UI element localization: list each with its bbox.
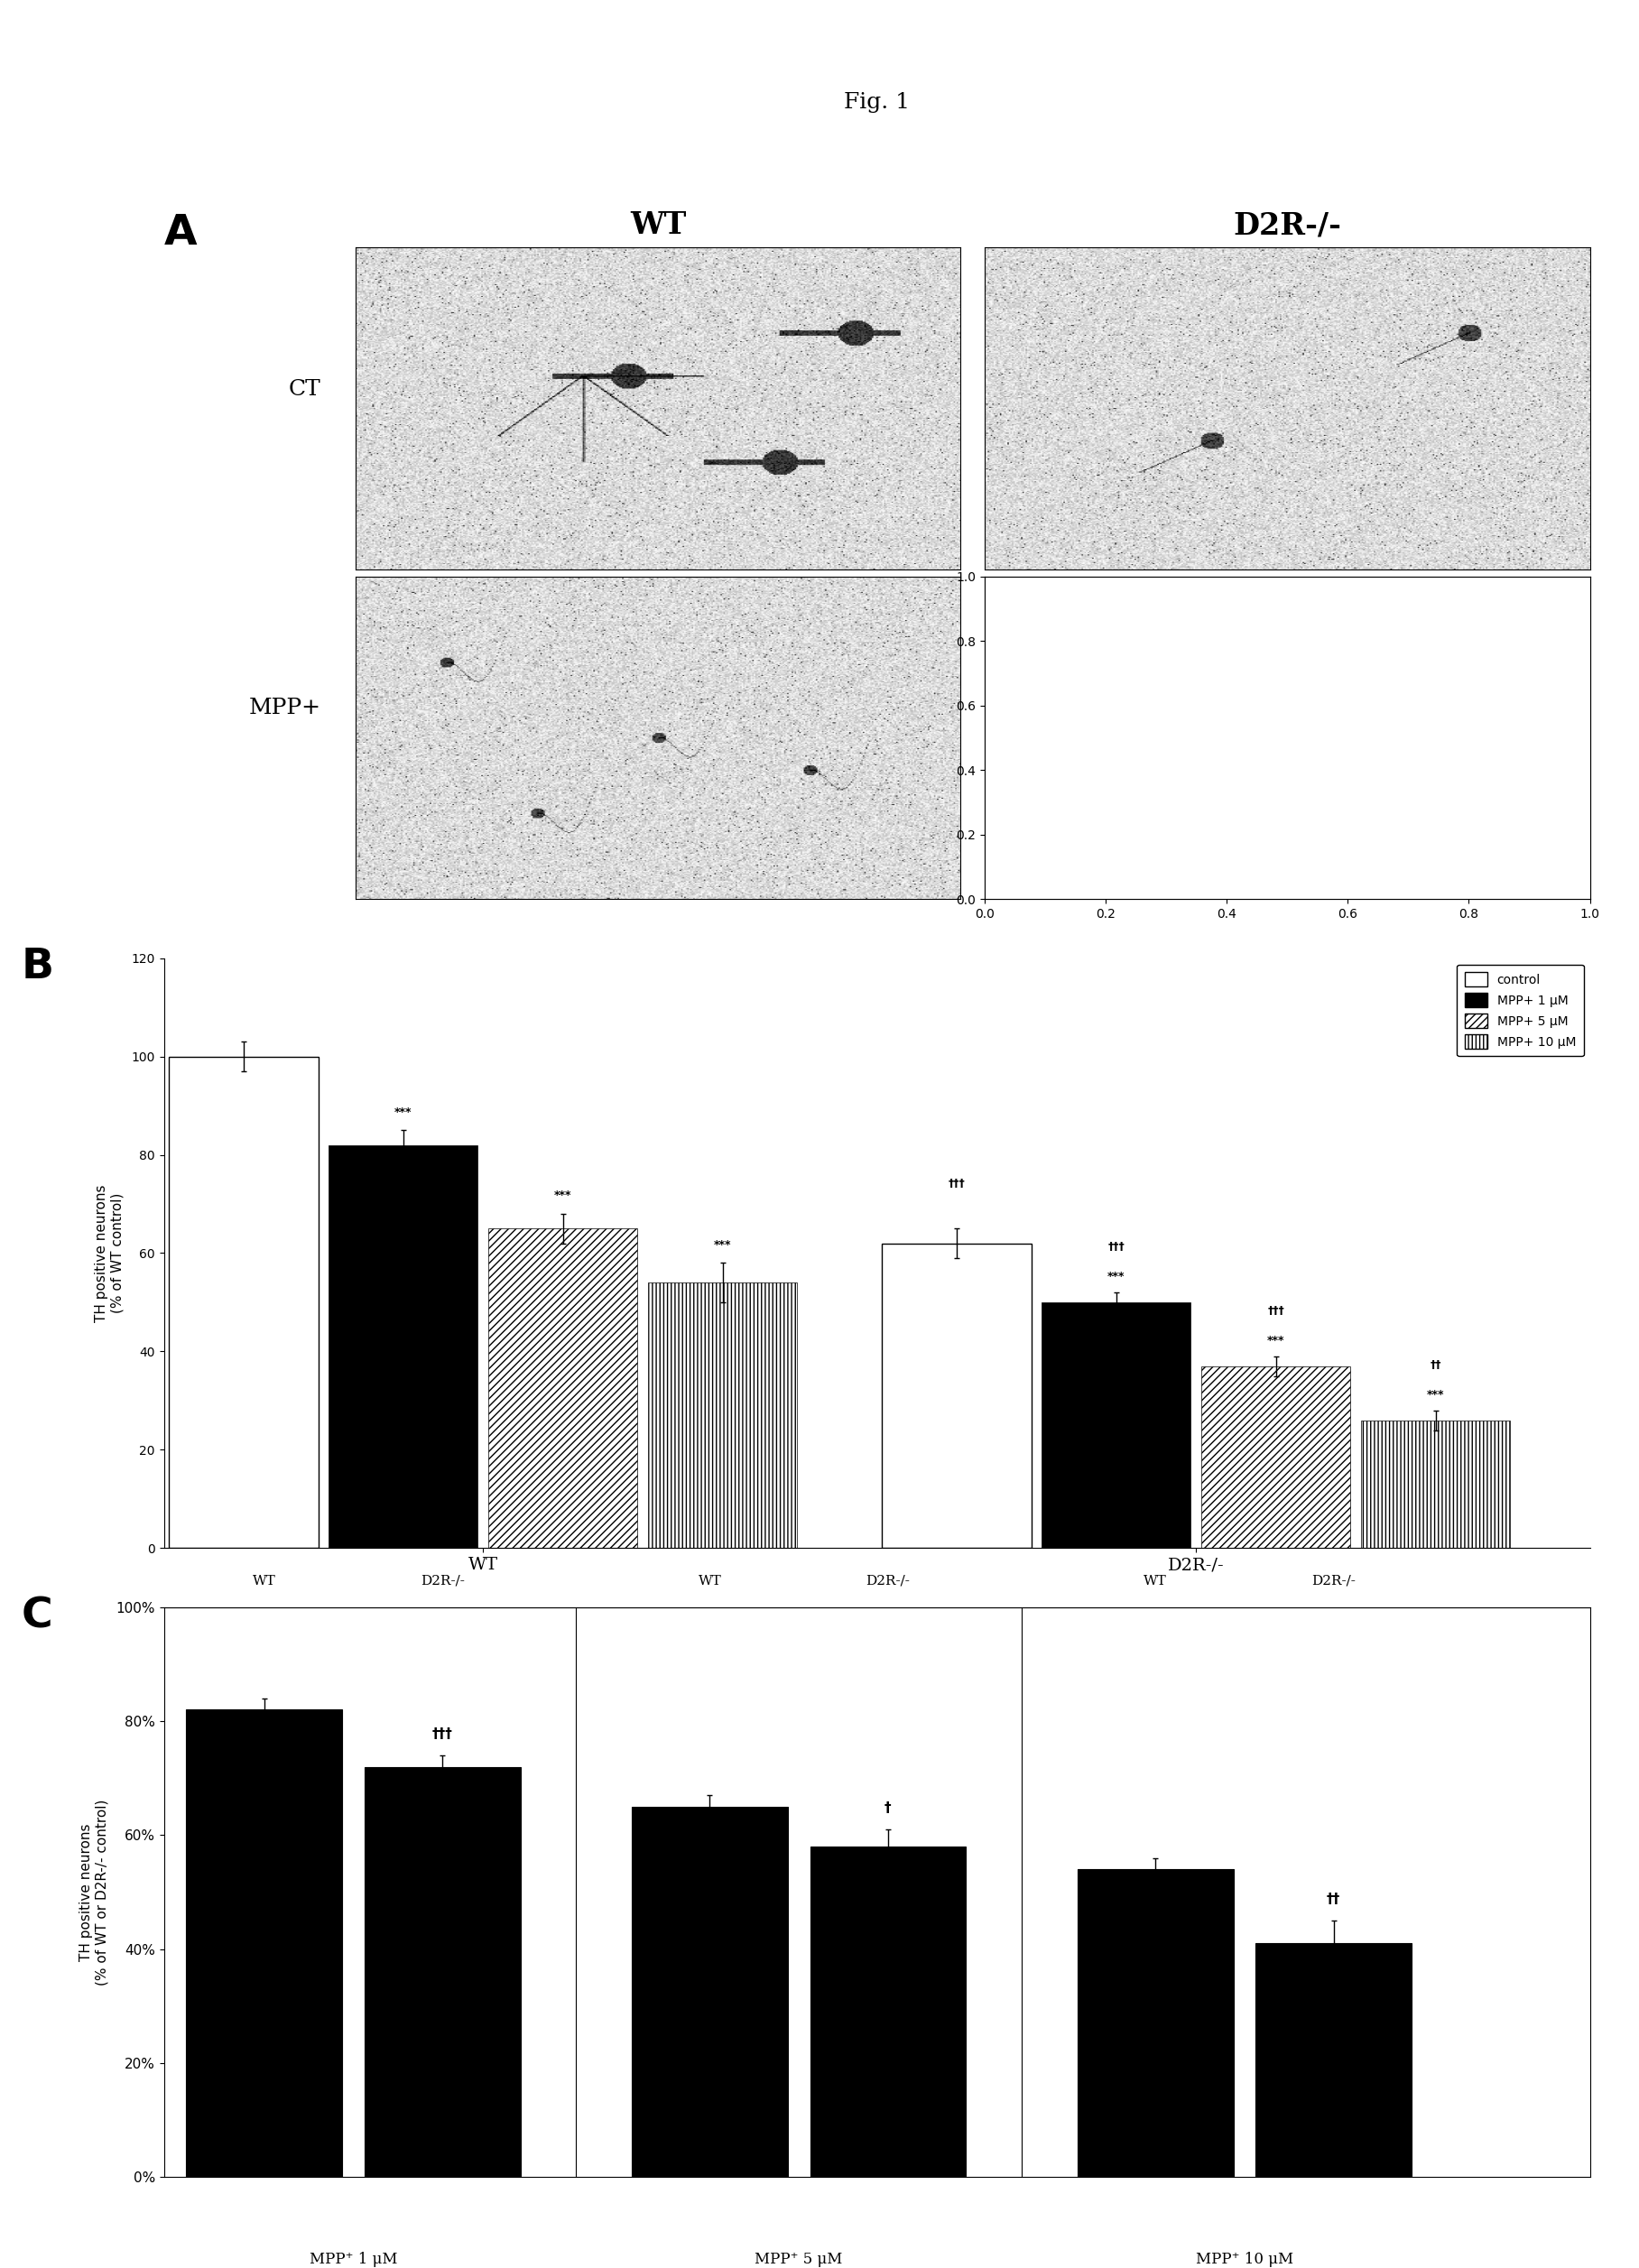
Text: A: A xyxy=(164,213,197,254)
Text: D2R-/-: D2R-/- xyxy=(420,1574,464,1588)
Text: ***: *** xyxy=(554,1191,572,1202)
Text: ††: †† xyxy=(1326,1894,1341,1907)
Text: MPP+: MPP+ xyxy=(249,699,321,719)
Text: ***: *** xyxy=(395,1107,411,1118)
Bar xyxy=(631,1808,788,2177)
Bar xyxy=(488,1229,638,1549)
Text: MPP⁺ 10 μM: MPP⁺ 10 μM xyxy=(1196,2252,1293,2266)
Text: ***: *** xyxy=(1267,1336,1285,1347)
Text: WT: WT xyxy=(252,1574,275,1588)
Text: ***: *** xyxy=(1108,1270,1124,1284)
Bar xyxy=(1077,1869,1234,2177)
Text: D2R-/-: D2R-/- xyxy=(1311,1574,1355,1588)
Text: D2R-/-: D2R-/- xyxy=(865,1574,910,1588)
Text: B: B xyxy=(21,946,54,987)
Text: C: C xyxy=(21,1597,52,1635)
Bar xyxy=(1042,1302,1192,1549)
Text: CT: CT xyxy=(288,379,321,399)
Text: ††: †† xyxy=(1429,1359,1441,1372)
Text: †††: ††† xyxy=(1267,1306,1285,1318)
Text: MPP⁺ 5 μM: MPP⁺ 5 μM xyxy=(756,2252,842,2266)
Bar xyxy=(882,1243,1031,1549)
Text: MPP⁺ 1 μM: MPP⁺ 1 μM xyxy=(310,2252,397,2266)
Text: †††: ††† xyxy=(949,1177,965,1188)
Text: WT: WT xyxy=(698,1574,721,1588)
Text: WT: WT xyxy=(629,211,687,240)
Text: †††: ††† xyxy=(1108,1241,1124,1254)
Bar xyxy=(1360,1420,1510,1549)
Text: ***: *** xyxy=(1426,1388,1444,1402)
Bar xyxy=(810,1846,965,2177)
Bar xyxy=(169,1057,318,1549)
Bar xyxy=(187,1710,343,2177)
Bar xyxy=(1201,1365,1351,1549)
Text: D2R-/-: D2R-/- xyxy=(1233,211,1341,240)
Bar xyxy=(647,1284,797,1549)
Text: Fig. 1: Fig. 1 xyxy=(844,93,910,113)
Y-axis label: TH positive neurons
(% of WT or D2R-/- control): TH positive neurons (% of WT or D2R-/- c… xyxy=(79,1799,108,1984)
Bar xyxy=(364,1767,521,2177)
Text: ***: *** xyxy=(713,1238,731,1250)
Y-axis label: TH positive neurons
(% of WT control): TH positive neurons (% of WT control) xyxy=(95,1184,125,1322)
Bar xyxy=(1255,1944,1411,2177)
Text: WT: WT xyxy=(1144,1574,1167,1588)
Bar xyxy=(329,1145,479,1549)
Legend: control, MPP+ 1 μM, MPP+ 5 μM, MPP+ 10 μM: control, MPP+ 1 μM, MPP+ 5 μM, MPP+ 10 μ… xyxy=(1457,964,1583,1057)
Text: †: † xyxy=(885,1801,892,1814)
Text: †††: ††† xyxy=(433,1728,452,1742)
